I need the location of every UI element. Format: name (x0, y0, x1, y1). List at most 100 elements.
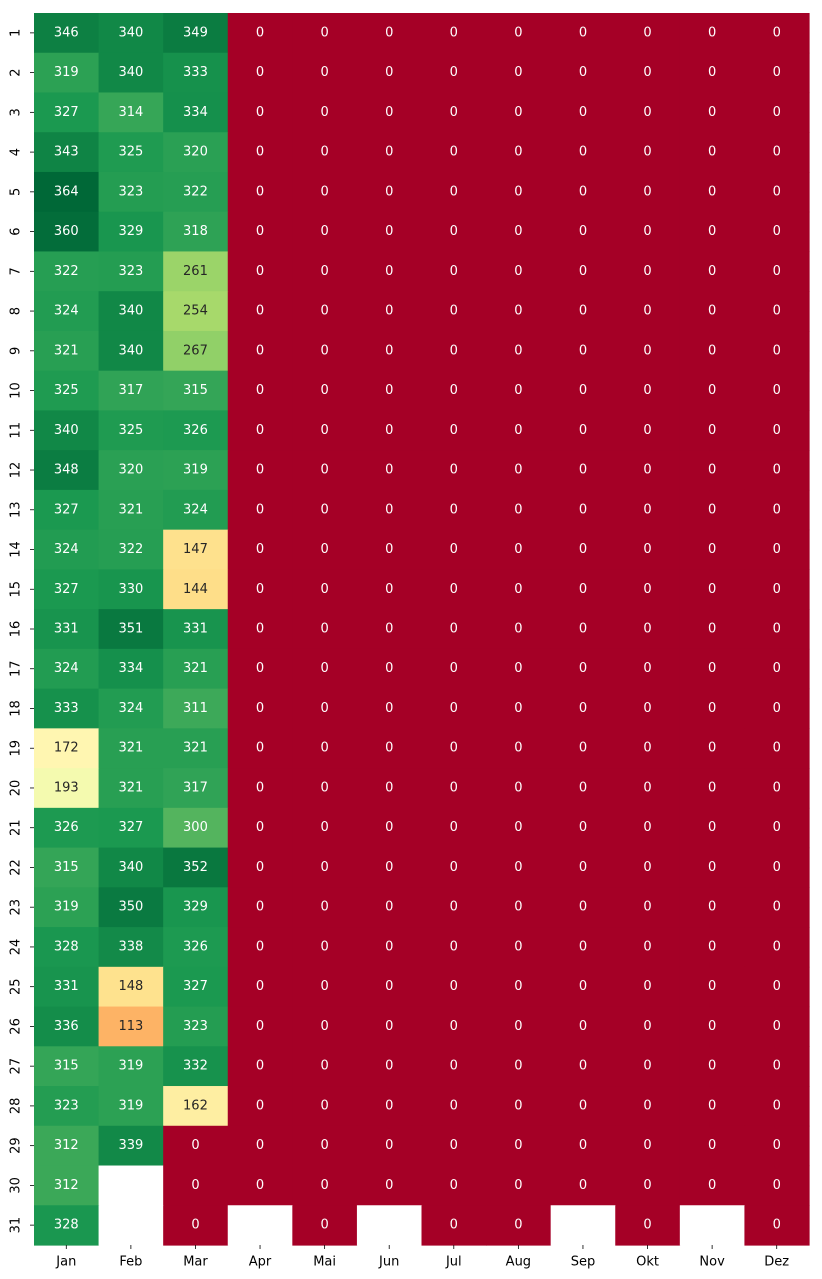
heatmap-cell (679, 1046, 746, 1087)
heatmap-cell (421, 171, 487, 213)
heatmap-cell (615, 609, 681, 650)
cell-value-label: 0 (514, 820, 522, 835)
cell-value-label: 0 (450, 145, 458, 160)
heatmap-cell (356, 1006, 423, 1047)
cell-value-label: 147 (183, 542, 208, 557)
heatmap-cell (486, 291, 552, 332)
cell-value-label: 0 (450, 1059, 458, 1074)
cell-value-label: 0 (643, 1218, 651, 1233)
cell-value-label: 0 (256, 820, 264, 835)
heatmap-cell (744, 768, 810, 809)
heatmap-cell (98, 489, 164, 531)
cell-value-label: 0 (320, 184, 328, 199)
cell-value-label: 0 (514, 304, 522, 319)
heatmap-cell (163, 529, 229, 570)
heatmap-cell (163, 966, 229, 1008)
y-tick-label: 14 (9, 541, 24, 558)
cell-value-label: 0 (385, 463, 393, 478)
cell-value-label: 0 (643, 1178, 651, 1193)
cell-value-label: 0 (579, 542, 587, 557)
cell-value-label: 0 (320, 264, 328, 279)
cell-value-label: 0 (708, 383, 716, 398)
y-tick-label: 11 (9, 422, 24, 439)
heatmap-cell (163, 211, 229, 253)
y-tick-label: 9 (9, 347, 24, 355)
heatmap-cell (356, 171, 423, 213)
cell-value-label: 0 (579, 820, 587, 835)
cell-value-label: 319 (118, 1059, 143, 1074)
cell-value-label: 0 (256, 105, 264, 120)
heatmap-cell (679, 1125, 746, 1167)
heatmap-cell (98, 52, 164, 94)
heatmap-cell (615, 569, 681, 610)
cell-value-label: 0 (514, 1059, 522, 1074)
cell-value-label: 0 (643, 542, 651, 557)
heatmap-cell (744, 251, 810, 292)
cell-value-label: 0 (643, 264, 651, 279)
heatmap-cell (227, 370, 293, 412)
cell-value-label: 323 (118, 264, 143, 279)
cell-value-label: 0 (320, 304, 328, 319)
cell-value-label: 0 (256, 224, 264, 239)
heatmap-cell (356, 728, 423, 769)
cell-value-label: 352 (183, 860, 208, 875)
heatmap-cell (679, 251, 746, 292)
cell-value-label: 0 (385, 1019, 393, 1034)
cell-value-label: 0 (579, 661, 587, 676)
heatmap-cell (550, 529, 616, 570)
heatmap-cell (356, 966, 423, 1008)
heatmap-cell (292, 92, 358, 133)
y-tick-label: 4 (9, 148, 24, 156)
cell-value-label: 0 (643, 463, 651, 478)
heatmap-cell (744, 1086, 810, 1127)
heatmap-cell (550, 927, 616, 968)
heatmap-cell (550, 966, 616, 1008)
cell-value-label: 0 (579, 502, 587, 517)
cell-value-label: 0 (450, 264, 458, 279)
cell-value-label: 0 (514, 622, 522, 637)
cell-value-label: 0 (708, 939, 716, 954)
cell-value-label: 0 (514, 780, 522, 795)
cell-value-label: 0 (191, 1178, 199, 1193)
heatmap-cell (163, 1165, 229, 1206)
cell-value-label: 0 (579, 343, 587, 358)
heatmap-cell (292, 450, 358, 491)
cell-value-label: 0 (643, 661, 651, 676)
y-tick-label: 28 (9, 1098, 24, 1115)
heatmap-cell (98, 211, 164, 253)
cell-value-label: 0 (579, 900, 587, 915)
cell-value-label: 0 (320, 780, 328, 795)
heatmap-cell (486, 728, 552, 769)
y-tick-label: 1 (9, 29, 24, 37)
heatmap-cell (356, 1086, 423, 1127)
cell-value-label: 0 (191, 1218, 199, 1233)
cell-value-label: 0 (773, 1218, 781, 1233)
heatmap-cell (550, 807, 616, 849)
cell-value-label: 0 (514, 105, 522, 120)
cell-value-label: 0 (320, 1098, 328, 1113)
cell-value-label: 0 (579, 105, 587, 120)
cell-value-label: 0 (514, 65, 522, 80)
cell-value-label: 0 (450, 820, 458, 835)
cell-value-label: 0 (450, 661, 458, 676)
heatmap-cell (34, 1006, 100, 1047)
cell-value-label: 0 (579, 423, 587, 438)
cell-value-label: 0 (450, 979, 458, 994)
cell-value-label: 0 (320, 65, 328, 80)
cell-value-label: 0 (514, 145, 522, 160)
cell-value-label: 0 (514, 1138, 522, 1153)
heatmap-cell (98, 529, 164, 570)
heatmap-cell (615, 1006, 681, 1047)
heatmap-cell (615, 370, 681, 412)
heatmap-cell (421, 330, 487, 372)
heatmap-cell (615, 330, 681, 372)
heatmap-value-labels: 346 340 349 0 0 0 0 0 0 0 0 0 319 340 333 0 0 0 0 0 0 0 0 0 327 3… (54, 25, 781, 1232)
cell-value-label: 0 (256, 145, 264, 160)
heatmap-cell (98, 609, 164, 650)
cell-value-label: 0 (450, 1218, 458, 1233)
cell-value-label: 0 (256, 1178, 264, 1193)
cell-value-label: 0 (385, 542, 393, 557)
heatmap-cell (486, 1046, 552, 1087)
heatmap-cell (486, 807, 552, 849)
heatmap-cell (550, 768, 616, 809)
